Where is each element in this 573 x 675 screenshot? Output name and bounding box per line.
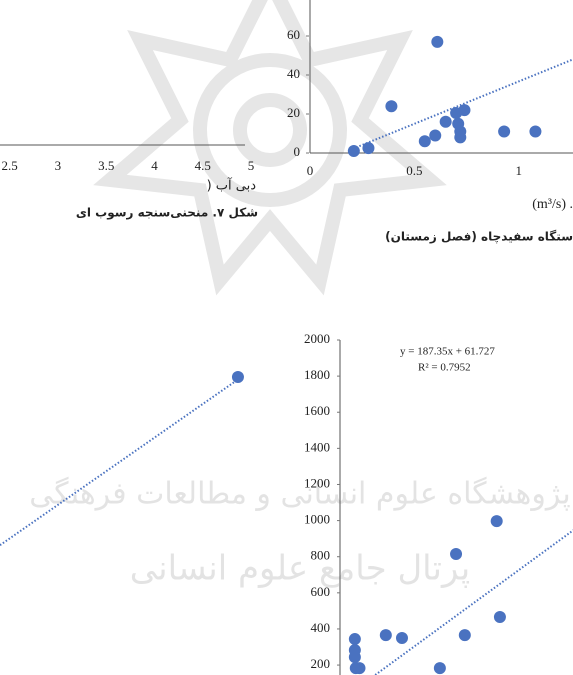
y-tick-label: 20	[287, 105, 300, 120]
data-point	[529, 125, 542, 138]
x-tick-label: 4	[151, 158, 158, 173]
data-point	[454, 131, 467, 144]
data-point	[450, 548, 463, 561]
y-tick-label: 60	[287, 27, 300, 42]
caption: ستگاه سفیدچاه (فصل زمستان)	[385, 230, 573, 244]
x-tick-label: 3.5	[98, 158, 114, 173]
data-point	[433, 662, 446, 675]
y-tick-label: 1400	[304, 439, 330, 454]
x-tick-label: 3	[55, 158, 62, 173]
caption: شکل ۷. منحنی‌سنجه رسوب ای	[76, 206, 258, 221]
y-tick-label: 1200	[304, 475, 330, 490]
x-tick-label: 2.5	[2, 158, 18, 173]
data-point	[353, 662, 366, 675]
y-tick-label: 1000	[304, 512, 330, 527]
data-point	[458, 104, 471, 117]
data-point	[498, 125, 511, 138]
x-tick-label: 4.5	[195, 158, 211, 173]
data-point	[347, 145, 360, 158]
data-point	[379, 629, 392, 642]
x-axis-label: (m³/s) .	[532, 197, 573, 212]
watermark-text: پژوهشگاه علوم انسانی و مطالعات فرهنگی	[29, 477, 571, 512]
data-point	[431, 35, 444, 48]
data-point	[439, 115, 452, 128]
y-tick-label: 200	[311, 656, 331, 671]
data-point	[348, 633, 361, 646]
y-tick-label: 800	[311, 548, 331, 563]
data-point	[429, 129, 442, 142]
data-point	[385, 100, 398, 113]
equation: y = 187.35x + 61.727	[400, 346, 495, 358]
trendline	[0, 377, 241, 546]
data-point	[490, 515, 503, 528]
y-tick-label: 400	[311, 620, 331, 635]
y-tick-label: 600	[311, 584, 331, 599]
data-point	[395, 631, 408, 644]
y-tick-label: 1800	[304, 367, 330, 382]
y-tick-label: 40	[287, 66, 300, 81]
data-point	[458, 629, 471, 642]
r-squared: R² = 0.7952	[418, 362, 471, 374]
data-point	[362, 142, 375, 155]
y-tick-label: 2000	[304, 331, 330, 346]
data-point	[418, 135, 431, 148]
trendline	[374, 529, 573, 675]
data-point	[348, 644, 361, 657]
data-point	[231, 371, 244, 384]
y-tick-label: 1600	[304, 403, 330, 418]
x-tick-label: 0	[307, 163, 314, 178]
trendline	[349, 58, 573, 152]
x-tick-label: 0.5	[406, 163, 422, 178]
y-tick-label: 0	[294, 144, 301, 159]
x-tick-label: 5	[248, 158, 255, 173]
watermark-rosette	[93, 0, 447, 296]
x-axis-label: دبی آب (	[207, 177, 257, 194]
x-tick-label: 1	[515, 163, 522, 178]
y-tick-label: 80	[287, 0, 300, 3]
data-point	[493, 611, 506, 624]
watermark-text: پرتال جامع علوم انسانی	[130, 549, 470, 589]
